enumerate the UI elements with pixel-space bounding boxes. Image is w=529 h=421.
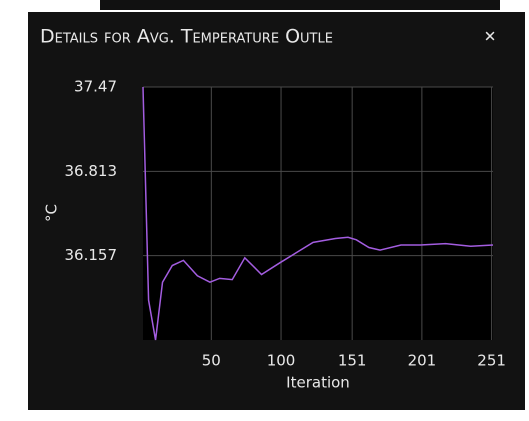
background-window	[100, 0, 500, 10]
x-axis-label: Iteration	[286, 374, 350, 392]
y-tick-label: 36.813	[65, 162, 118, 180]
plot-area	[143, 87, 493, 340]
x-tick-label: 50	[202, 352, 221, 370]
close-button[interactable]: ✕	[484, 28, 497, 46]
panel-title: Details for Avg. Temperature Outle	[40, 26, 333, 48]
x-tick-label: 251	[477, 352, 506, 370]
data-line	[142, 86, 494, 341]
y-tick-label: 36.157	[65, 246, 118, 264]
y-tick-label: 37.47	[74, 78, 117, 96]
x-tick-label: 151	[338, 352, 367, 370]
x-tick-label: 100	[267, 352, 296, 370]
x-tick-label: 201	[408, 352, 437, 370]
y-axis-label: °C	[43, 204, 61, 222]
